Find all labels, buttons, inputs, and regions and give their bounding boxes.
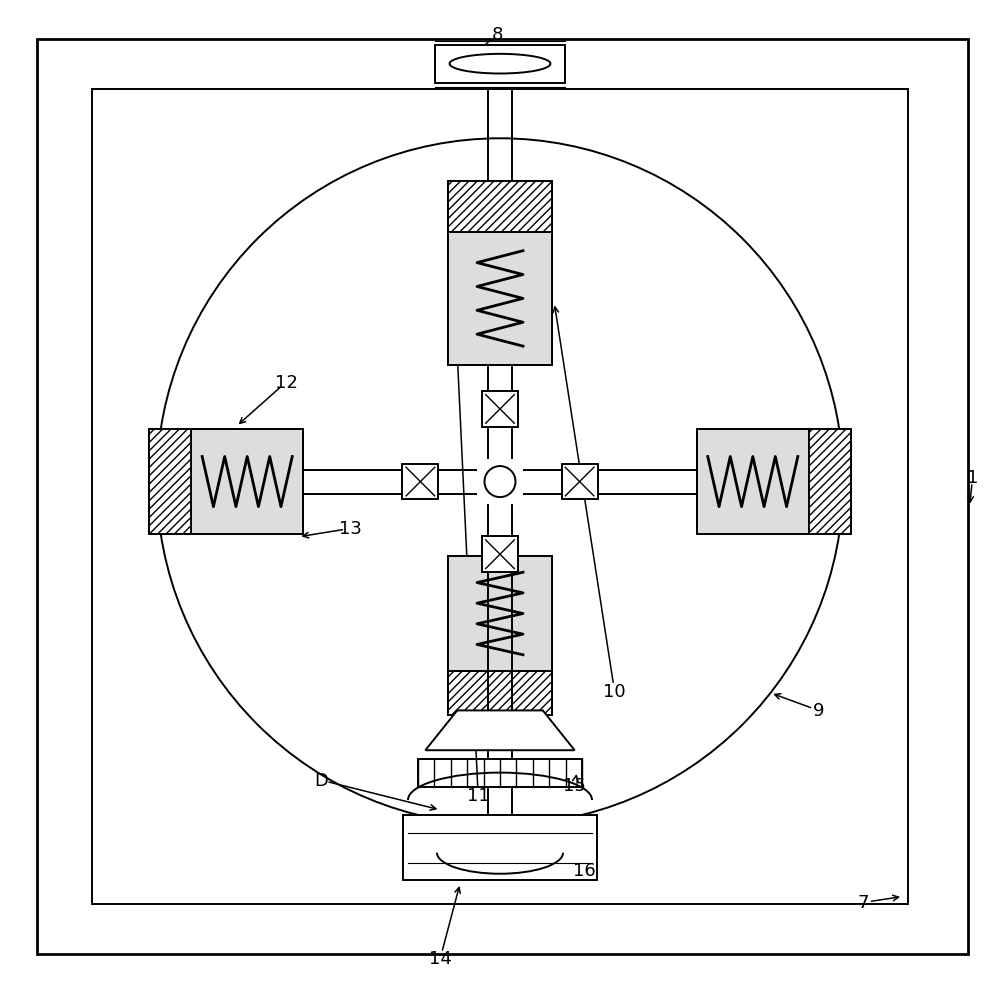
Circle shape <box>157 139 843 825</box>
Bar <box>697 429 851 535</box>
Bar <box>448 557 552 671</box>
Text: 9: 9 <box>813 702 824 720</box>
Polygon shape <box>425 711 575 750</box>
Bar <box>482 537 518 573</box>
Text: 14: 14 <box>429 949 452 967</box>
Bar <box>435 46 565 83</box>
Bar <box>448 233 552 366</box>
Text: 13: 13 <box>339 520 362 538</box>
Text: 11: 11 <box>467 786 489 804</box>
Text: 7: 7 <box>857 894 869 911</box>
Bar <box>448 182 552 366</box>
Bar <box>697 429 809 535</box>
Text: 8: 8 <box>491 26 503 44</box>
Bar <box>149 429 191 535</box>
Bar <box>149 429 303 535</box>
Bar <box>448 557 552 716</box>
Bar <box>92 89 908 905</box>
Circle shape <box>484 466 516 498</box>
Bar <box>418 759 582 787</box>
Text: 16: 16 <box>573 861 596 879</box>
Bar <box>403 815 597 881</box>
Bar <box>402 464 438 500</box>
Bar <box>809 429 851 535</box>
Ellipse shape <box>450 55 550 75</box>
Bar <box>562 464 598 500</box>
Text: 1: 1 <box>967 468 978 486</box>
Bar <box>448 181 552 233</box>
Text: D: D <box>314 771 328 789</box>
Bar <box>191 429 303 535</box>
Text: 10: 10 <box>603 682 626 700</box>
Text: 15: 15 <box>563 776 586 794</box>
Bar <box>448 671 552 716</box>
Bar <box>482 392 518 427</box>
Text: 12: 12 <box>275 374 298 392</box>
